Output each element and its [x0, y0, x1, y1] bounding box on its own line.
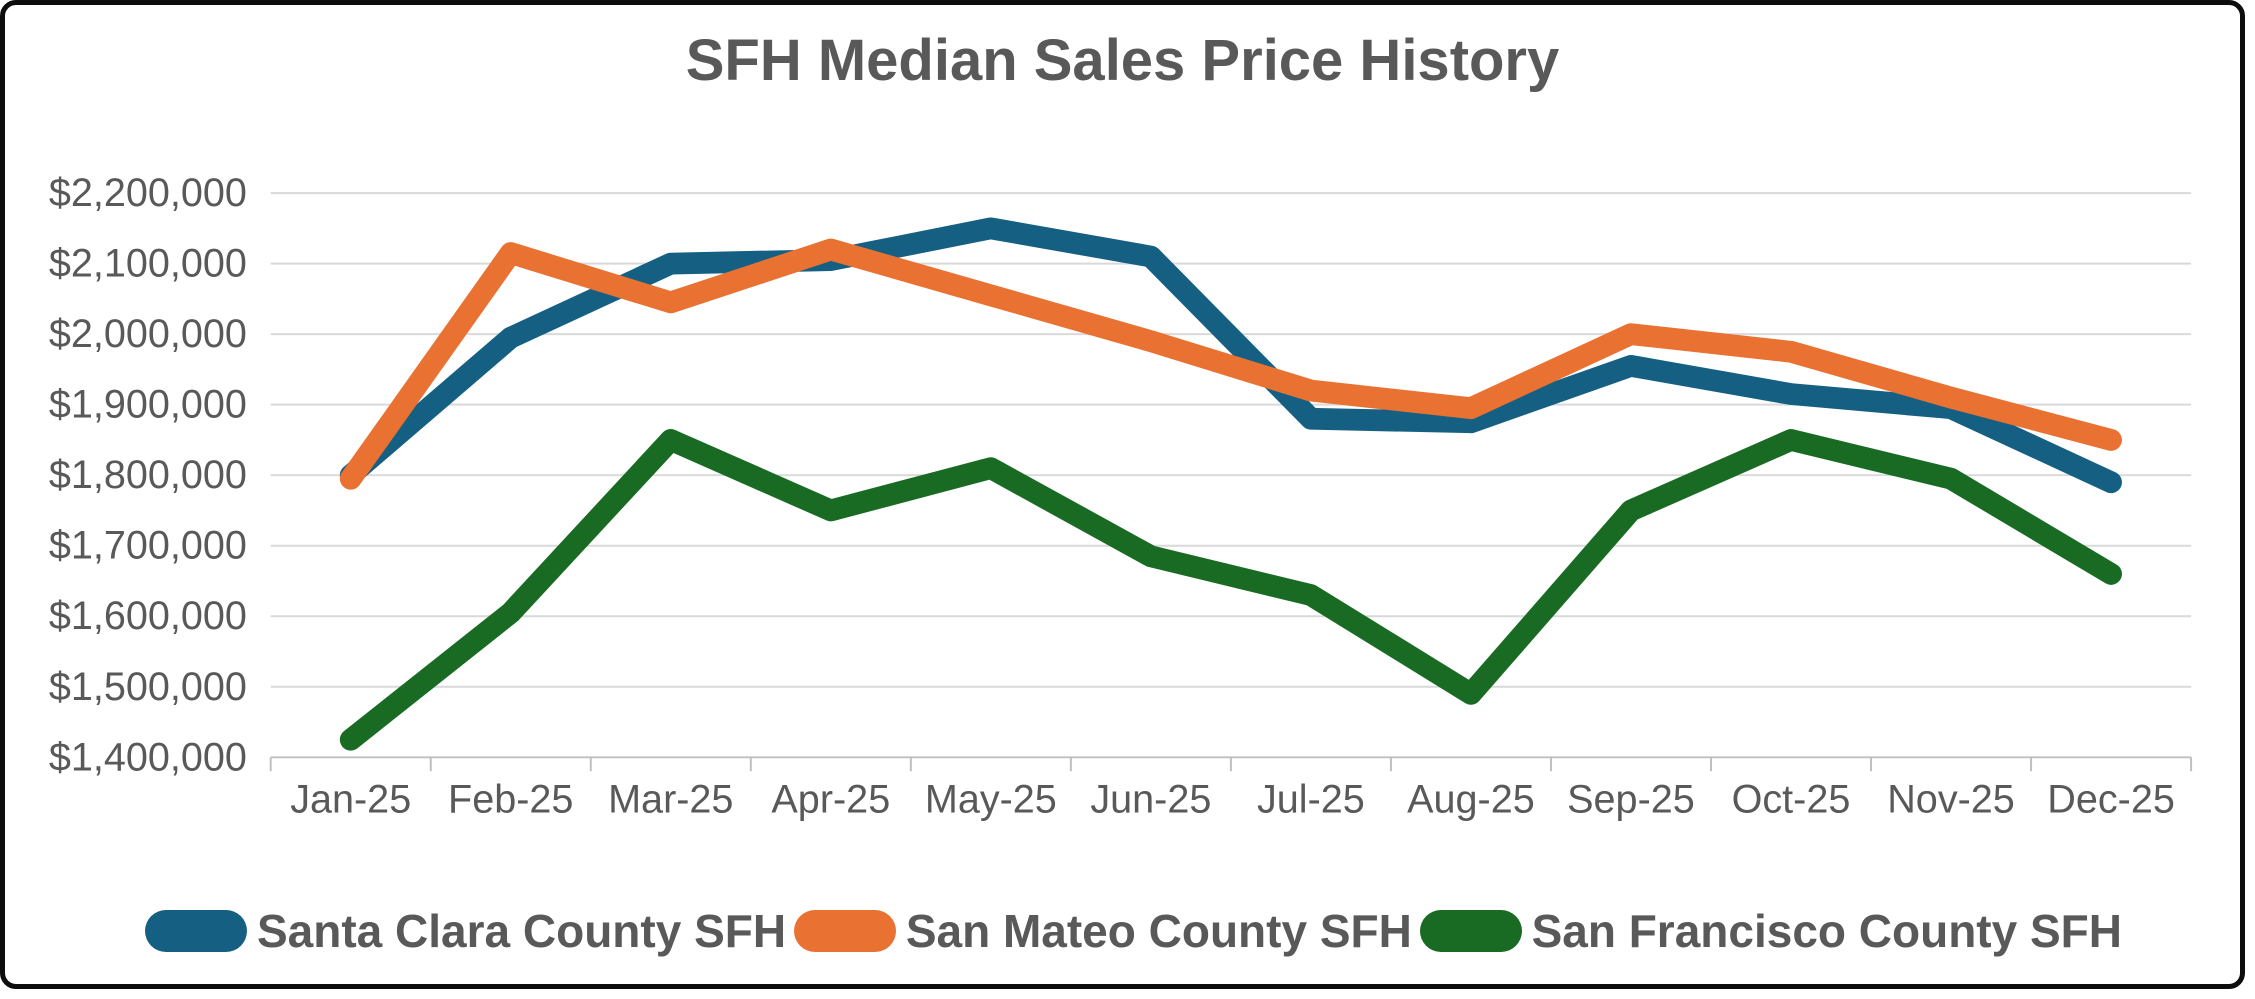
y-axis-tick-label: $1,700,000: [49, 524, 247, 568]
line-chart-plot-area: $1,400,000 $1,500,000 $1,600,000 $1,700,000…: [49, 171, 2193, 822]
legend-label: Santa Clara County SFH: [257, 905, 787, 957]
y-axis-tick-label: $2,100,000: [49, 242, 247, 286]
y-axis-tick-label: $1,900,000: [49, 383, 247, 427]
x-axis-category-label: Dec-25: [2047, 778, 2175, 822]
series-line: [339, 217, 2122, 494]
y-axis-tick-label: $1,800,000: [49, 453, 247, 497]
y-axis-tick-label: $1,500,000: [49, 665, 247, 709]
chart-legend: Santa Clara County SFH San Mateo County S…: [145, 898, 2122, 964]
x-axis-category-label: Oct-25: [1732, 778, 1851, 822]
x-axis-category-label: Apr-25: [771, 778, 890, 822]
legend-label: San Francisco County SFH: [1531, 905, 2122, 957]
x-axis-category-label: Nov-25: [1887, 778, 2015, 822]
x-axis-category-label: Jun-25: [1090, 778, 1211, 822]
x-axis-category-label: Sep-25: [1567, 778, 1695, 822]
y-axis-tick-label: $2,000,000: [49, 312, 247, 356]
x-axis-category-label: Jan-25: [290, 778, 411, 822]
x-axis-category-label: Mar-25: [608, 778, 733, 822]
x-axis-category-label: Jul-25: [1257, 778, 1365, 822]
series-lines-layer: [339, 217, 2122, 751]
series-line: [339, 429, 2122, 751]
y-axis-tick-label: $1,600,000: [49, 594, 247, 638]
x-axis-category-label: Aug-25: [1407, 778, 1535, 822]
x-axis-layer: [269, 756, 2193, 772]
legend-swatch-icon: [145, 910, 247, 952]
x-axis-category-label: May-25: [925, 778, 1057, 822]
legend-item: Santa Clara County SFH: [145, 904, 786, 958]
axis-labels-layer: $1,400,000 $1,500,000 $1,600,000 $1,700,000…: [49, 171, 2175, 822]
chart-title: SFH Median Sales Price History: [685, 28, 1560, 93]
legend-item: San Mateo County SFH: [793, 904, 1412, 958]
legend-swatch-icon: [793, 910, 896, 952]
legend-label: San Mateo County SFH: [905, 905, 1412, 957]
x-axis-category-label: Feb-25: [448, 778, 573, 822]
legend-swatch-icon: [1419, 910, 1522, 952]
series-line: [339, 238, 2122, 490]
legend-item: San Francisco County SFH: [1419, 904, 2122, 958]
y-axis-tick-label: $2,200,000: [49, 171, 247, 215]
y-axis-tick-label: $1,400,000: [49, 735, 247, 779]
